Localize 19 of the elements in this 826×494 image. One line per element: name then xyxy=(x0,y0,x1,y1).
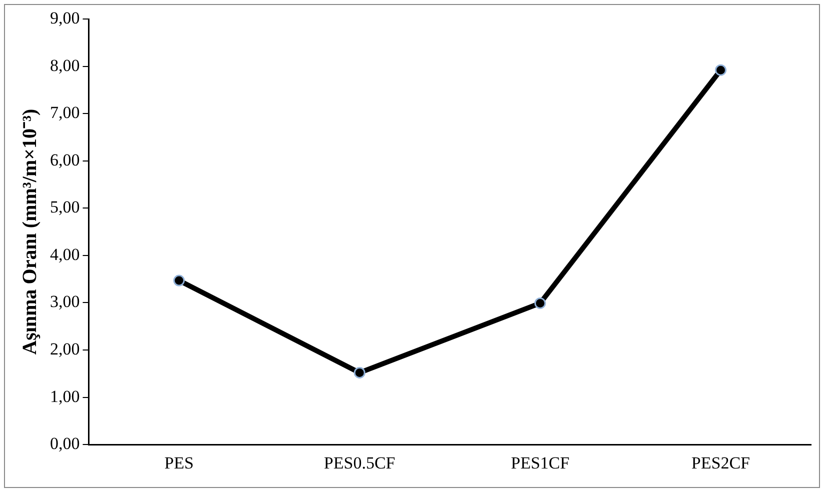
y-tick-label: 4,00 xyxy=(50,244,80,264)
y-axis-title: Aşınma Oranı (mm³/m×10⁻³) xyxy=(19,108,42,355)
y-tick-label: 5,00 xyxy=(50,198,80,217)
point xyxy=(714,64,726,76)
y-tick-label: 2,00 xyxy=(50,339,80,358)
x-tick-label: PES2CF xyxy=(691,453,750,472)
x-tick-label: PES1CF xyxy=(510,453,570,472)
point xyxy=(173,274,185,286)
y-tick-label: 3,00 xyxy=(50,292,80,312)
point xyxy=(354,366,366,378)
y-tick-label: 9,00 xyxy=(50,8,80,28)
y-tick-label: 0,00 xyxy=(50,434,80,454)
point xyxy=(534,297,546,309)
y-tick-label: 7,00 xyxy=(50,103,80,122)
x-tick-label: PES xyxy=(164,453,194,472)
x-tick-label: PES0.5CF xyxy=(324,453,396,472)
y-tick-label: 8,00 xyxy=(50,56,80,75)
y-tick-label: 6,00 xyxy=(50,150,80,170)
y-tick-label: 1,00 xyxy=(50,386,80,406)
